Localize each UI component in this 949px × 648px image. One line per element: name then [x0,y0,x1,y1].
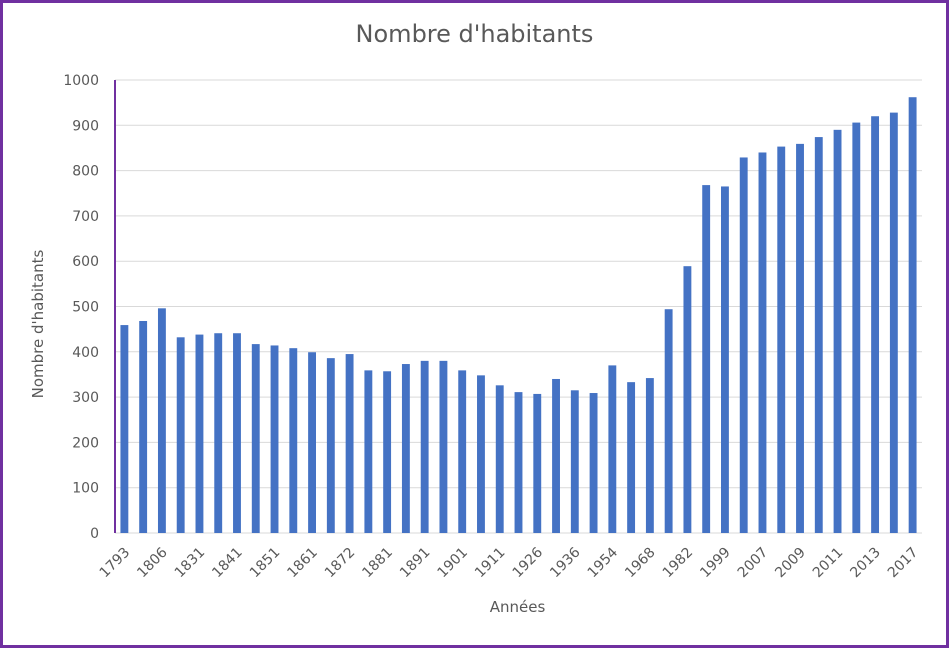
bar-1926 [533,393,542,533]
y-tick-label: 100 [72,481,99,497]
bar-1886 [401,364,410,533]
y-tick-labels: 0 100 200 300 400 500 600 700 800 900 1000 [63,73,99,542]
y-tick-label: 700 [72,209,99,225]
x-tick-label: 1793 [97,545,134,582]
bar-1990 [702,185,711,533]
x-tick-label: 1861 [284,545,321,582]
bar-1856 [289,348,298,533]
bar-1836 [214,333,223,533]
bar-1846 [251,344,260,533]
bar-1881 [383,371,392,533]
bar-1946 [589,393,598,533]
x-tick-label: 1881 [359,545,396,582]
bar-1861 [308,352,316,533]
y-tick-label: 200 [72,435,99,451]
x-tick-label: 1851 [247,545,284,582]
bar-2017 [908,97,917,534]
bar-2010 [814,137,823,533]
x-tick-label: 1901 [435,545,472,582]
bar-2007 [758,152,767,534]
bar-1954 [608,365,617,533]
x-axis-title: Années [489,598,546,616]
bar-1866 [326,358,335,533]
bar-1936 [570,390,579,533]
x-tick-label: 1954 [585,544,622,581]
bar-2009 [796,143,804,534]
x-tick-label: 1982 [660,545,697,582]
x-tick-label: 1872 [322,545,359,582]
x-tick-label: 1891 [397,545,434,582]
x-tick-label: 1968 [622,545,659,582]
x-tick-label: 1926 [510,544,547,581]
x-tick-label: 2017 [885,545,922,582]
bar-1841 [233,333,241,533]
x-tick-label: 2009 [772,545,809,582]
x-tick-label: 2007 [735,545,772,582]
bar-1851 [270,345,279,533]
bar-2014 [889,112,898,533]
bar-1999 [721,186,729,533]
bar-1806 [157,308,166,533]
bar-1921 [514,392,523,533]
bar-1982 [683,266,692,533]
bar-1891 [420,360,429,533]
bar-2011 [833,129,842,533]
y-tick-label: 0 [90,526,99,542]
bar-1931 [552,378,560,533]
x-tick-label: 1999 [697,545,734,582]
y-tick-label: 400 [72,345,99,361]
bar-2006 [739,157,748,533]
bar-1872 [345,354,354,533]
bar-2012 [852,122,861,533]
bar-1968 [645,378,654,533]
bar-1906 [477,375,485,533]
y-tick-label: 600 [72,254,99,270]
bars [120,97,917,534]
x-tick-label: 1831 [172,545,209,582]
bar-1911 [495,385,504,533]
bar-2008 [777,146,786,533]
bar-2013 [871,116,880,534]
x-tick-labels: 1793 1806 1831 1841 1851 1861 1872 1881 1891 1901… [97,544,922,581]
bar-1975 [664,309,673,533]
y-tick-label: 500 [72,300,99,316]
bar-1876 [364,370,373,533]
x-tick-label: 1936 [547,544,584,581]
chart-title: Nombre d'habitants [355,20,594,48]
y-tick-label: 300 [72,390,99,406]
bar-1800 [139,320,148,533]
x-tick-label: 2013 [847,545,884,582]
bar-1962 [627,382,636,533]
bar-1821 [176,337,185,533]
x-tick-label: 1911 [472,545,509,582]
bar-1831 [195,334,204,533]
bar-1896 [439,360,448,533]
y-tick-label: 800 [72,164,99,180]
x-tick-label: 1806 [134,544,171,581]
x-tick-label: 2011 [810,545,847,582]
x-tick-label: 1841 [209,545,246,582]
y-tick-label: 900 [72,118,99,134]
y-tick-label: 1000 [63,73,99,89]
bar-1901 [458,370,467,533]
bar-1793 [120,325,129,533]
